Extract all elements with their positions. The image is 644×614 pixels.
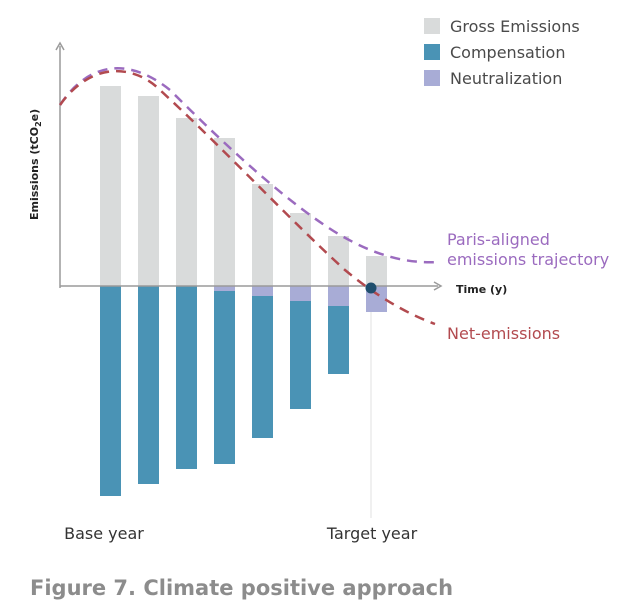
bars xyxy=(100,86,387,496)
figure-caption: Figure 7. Climate positive approach xyxy=(30,576,454,600)
compensation-bar-7 xyxy=(328,306,349,374)
gross-emissions-bar-3 xyxy=(176,118,197,286)
paris-trajectory-label-line-2: emissions trajectory xyxy=(447,250,609,269)
compensation-bar-4 xyxy=(214,291,235,464)
y-axis-label-main: Emissions (tCO xyxy=(28,127,41,220)
gross-emissions-bar-1 xyxy=(100,86,121,286)
y-axis-label: Emissions (tCO2e) xyxy=(28,109,43,220)
paris-aligned-trajectory-curve xyxy=(58,67,441,264)
net-emissions-curve xyxy=(58,70,436,326)
target-year-label: Target year xyxy=(326,524,418,543)
legend-label-gross-emissions: Gross Emissions xyxy=(450,17,580,36)
gross-emissions-bar-7 xyxy=(328,236,349,286)
gross-emissions-bar-8 xyxy=(366,256,387,286)
legend-swatch-neutralization xyxy=(424,70,440,86)
compensation-bar-2 xyxy=(138,286,159,484)
base-year-label: Base year xyxy=(64,524,144,543)
neutralization-bar-4 xyxy=(214,286,235,291)
y-axis-label-subscript: 2 xyxy=(34,121,43,127)
neutralization-bar-5 xyxy=(252,286,273,296)
compensation-bar-6 xyxy=(290,301,311,409)
gross-emissions-bar-5 xyxy=(252,184,273,286)
legend-label-neutralization: Neutralization xyxy=(450,69,562,88)
legend: Gross Emissions Compensation Neutralizat… xyxy=(424,17,580,88)
compensation-bar-3 xyxy=(176,286,197,469)
neutralization-bar-6 xyxy=(290,286,311,301)
gross-emissions-bar-6 xyxy=(290,213,311,286)
legend-label-compensation: Compensation xyxy=(450,43,565,62)
net-emissions-label: Net-emissions xyxy=(447,324,560,343)
compensation-bar-1 xyxy=(100,286,121,496)
gross-emissions-bar-4 xyxy=(214,138,235,286)
neutralization-bar-7 xyxy=(328,286,349,306)
compensation-bar-5 xyxy=(252,296,273,438)
legend-swatch-gross-emissions xyxy=(424,18,440,34)
legend-swatch-compensation xyxy=(424,44,440,60)
target-year-marker xyxy=(365,282,377,294)
y-axis-label-end: e) xyxy=(28,109,41,122)
x-axis-label: Time (y) xyxy=(456,283,507,296)
gross-emissions-bar-2 xyxy=(138,96,159,286)
paris-trajectory-label-line-1: Paris-aligned xyxy=(447,230,550,249)
